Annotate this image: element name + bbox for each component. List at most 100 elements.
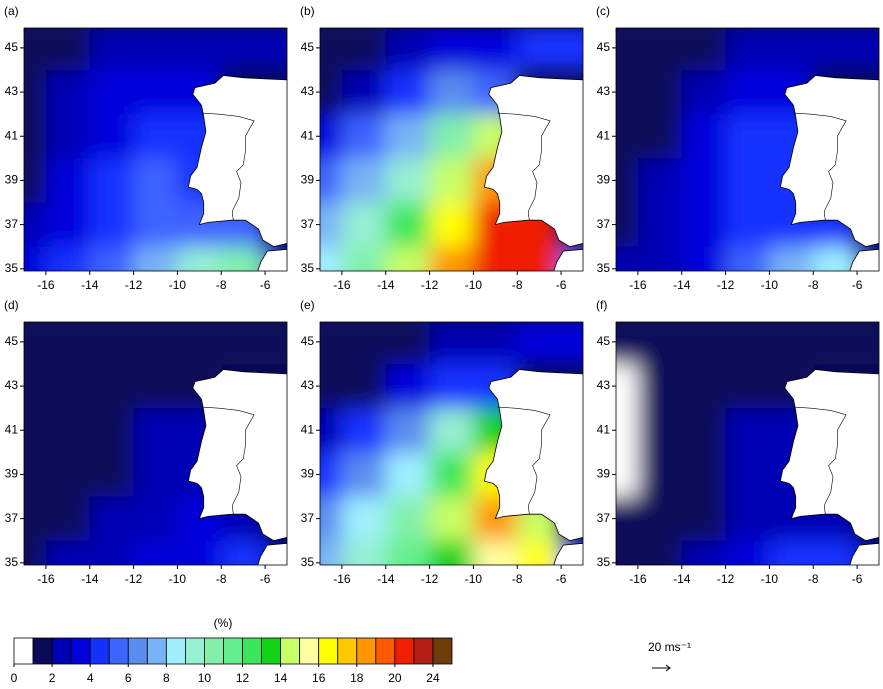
colorbar-swatch bbox=[13, 637, 34, 665]
colorbar-swatch bbox=[127, 637, 148, 665]
field-cell bbox=[24, 496, 47, 542]
field-cell bbox=[385, 158, 431, 204]
y-tick-label: 35 bbox=[597, 261, 611, 275]
field-cell bbox=[265, 28, 287, 71]
field-cell bbox=[616, 363, 639, 409]
field-cell bbox=[637, 452, 683, 498]
field-cell bbox=[341, 28, 387, 71]
y-tick-label: 43 bbox=[597, 378, 611, 392]
field-cell bbox=[320, 322, 343, 365]
field-cell bbox=[89, 540, 135, 565]
field-cell bbox=[429, 540, 474, 565]
x-tick-label: -12 bbox=[717, 572, 735, 586]
field-cell bbox=[725, 69, 770, 115]
y-tick-label: 41 bbox=[5, 422, 19, 436]
field bbox=[24, 28, 287, 271]
field-cell bbox=[177, 28, 222, 71]
x-tick-label: -6 bbox=[260, 278, 271, 292]
field-cell bbox=[24, 452, 47, 498]
land bbox=[553, 542, 583, 565]
x-tick-label: -12 bbox=[125, 278, 143, 292]
y-tick-label: 37 bbox=[597, 511, 611, 525]
y-tick-label: 35 bbox=[597, 555, 611, 569]
field-cell bbox=[429, 363, 474, 409]
field-cell bbox=[320, 496, 343, 542]
field-cell bbox=[89, 28, 135, 71]
x-tick-label: -14 bbox=[377, 572, 395, 586]
field bbox=[616, 28, 879, 271]
field-cell bbox=[429, 202, 474, 248]
colorbar-swatch bbox=[413, 637, 434, 665]
field-cell bbox=[385, 452, 431, 498]
field-cell bbox=[133, 28, 178, 71]
map-panel bbox=[320, 28, 583, 271]
field-cell bbox=[133, 114, 178, 159]
field-cell bbox=[45, 452, 91, 498]
field-cell bbox=[45, 363, 91, 409]
y-tick-label: 45 bbox=[301, 40, 315, 54]
y-tick-label: 43 bbox=[597, 84, 611, 98]
colorbar-swatch bbox=[165, 637, 186, 665]
colorbar-swatch bbox=[32, 637, 53, 665]
x-tick-label: -8 bbox=[808, 572, 819, 586]
field-cell bbox=[341, 114, 387, 159]
field-cell bbox=[341, 322, 387, 365]
field-cell bbox=[813, 246, 858, 271]
field-cell bbox=[637, 69, 683, 115]
border bbox=[497, 112, 551, 221]
field-cell bbox=[769, 28, 814, 71]
field-cell bbox=[133, 158, 178, 204]
field-cell bbox=[681, 202, 727, 248]
x-tick-label: -8 bbox=[512, 278, 523, 292]
colorbar-swatch bbox=[204, 637, 224, 665]
field-cell bbox=[637, 496, 683, 542]
x-tick-label: -6 bbox=[556, 278, 567, 292]
field-cell bbox=[517, 246, 562, 271]
y-tick-label: 41 bbox=[5, 128, 19, 142]
x-tick-label: -16 bbox=[629, 278, 647, 292]
y-tick-label: 45 bbox=[5, 334, 19, 348]
field-cell bbox=[89, 496, 135, 542]
x-tick-label: -14 bbox=[377, 278, 395, 292]
field-cell bbox=[857, 28, 879, 71]
field-cell bbox=[637, 28, 683, 71]
field-cell bbox=[681, 114, 727, 159]
field-cell bbox=[320, 540, 343, 565]
colorbar-swatch bbox=[108, 637, 129, 665]
field-cell bbox=[473, 540, 518, 565]
y-tick-label: 45 bbox=[5, 40, 19, 54]
field-cell bbox=[221, 28, 266, 71]
field-cell bbox=[133, 69, 178, 115]
y-tick-label: 35 bbox=[5, 261, 19, 275]
x-tick-label: -10 bbox=[465, 278, 483, 292]
field-cell bbox=[89, 363, 135, 409]
colorbar-tick-label: 12 bbox=[236, 671, 250, 684]
field-cell bbox=[45, 202, 91, 248]
land bbox=[483, 369, 583, 542]
field-cell bbox=[45, 496, 91, 542]
field-cell bbox=[24, 363, 47, 409]
field-cell bbox=[385, 202, 431, 248]
field-cell bbox=[89, 322, 135, 365]
colorbar-swatch bbox=[261, 637, 282, 665]
field-cell bbox=[45, 158, 91, 204]
colorbar-swatch bbox=[51, 637, 72, 665]
map-panel bbox=[24, 28, 287, 271]
field-cell bbox=[265, 322, 287, 365]
field-cell bbox=[341, 246, 387, 271]
field-cell bbox=[429, 322, 474, 365]
x-tick-label: -14 bbox=[81, 278, 99, 292]
field-cell bbox=[89, 202, 135, 248]
x-tick-label: -14 bbox=[673, 278, 691, 292]
border bbox=[201, 406, 255, 515]
field-cell bbox=[320, 158, 343, 204]
map-panel bbox=[616, 28, 879, 271]
colorbar-tick-label: 14 bbox=[274, 671, 288, 684]
field-cell bbox=[681, 246, 727, 271]
x-tick-label: -6 bbox=[556, 572, 567, 586]
field-cell bbox=[320, 69, 343, 115]
field-cell bbox=[133, 408, 178, 453]
field-cell bbox=[429, 158, 474, 204]
field-cell bbox=[517, 540, 562, 565]
